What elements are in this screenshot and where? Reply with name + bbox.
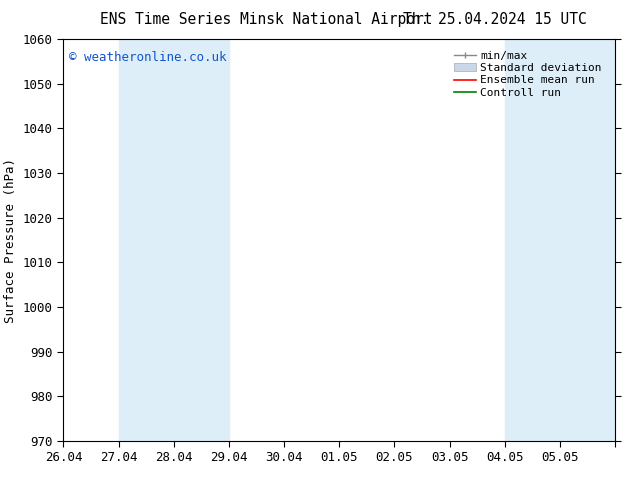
Bar [505,39,560,441]
Text: © weatheronline.co.uk: © weatheronline.co.uk [69,51,226,64]
Legend: min/max, Standard deviation, Ensemble mean run, Controll run: min/max, Standard deviation, Ensemble me… [451,49,604,100]
Bar [174,39,229,441]
Text: ENS Time Series Minsk National Airport: ENS Time Series Minsk National Airport [100,12,432,27]
Text: Th. 25.04.2024 15 UTC: Th. 25.04.2024 15 UTC [403,12,586,27]
Bar [119,39,174,441]
Bar [560,39,615,441]
Y-axis label: Surface Pressure (hPa): Surface Pressure (hPa) [4,158,17,322]
